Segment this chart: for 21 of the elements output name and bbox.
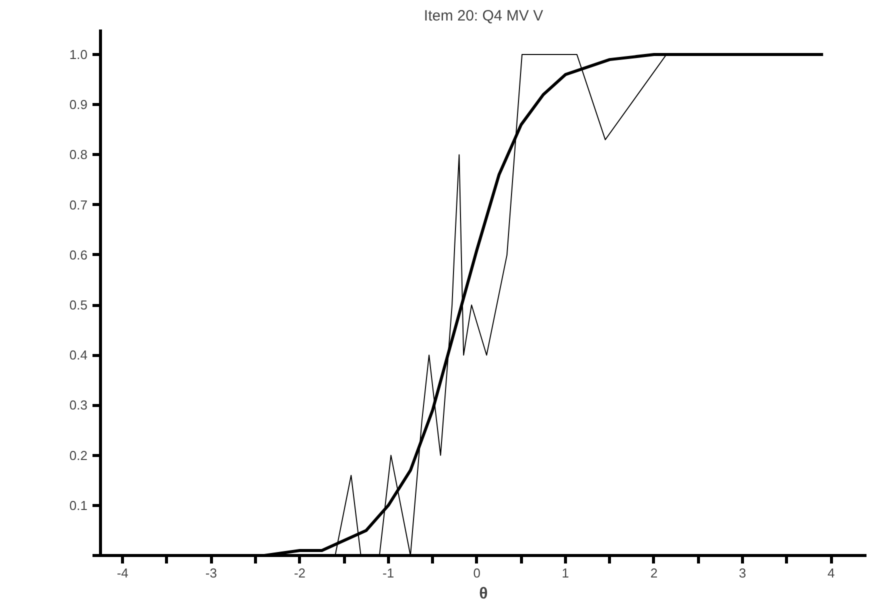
y-tick-label: 0.7 — [69, 197, 88, 212]
x-tick-label: 4 — [827, 566, 835, 580]
y-tick-label: 0.8 — [69, 147, 88, 162]
y-tick-label: 0.5 — [69, 298, 88, 313]
x-tick-label: -3 — [205, 566, 217, 580]
x-axis-title: θ — [479, 586, 488, 602]
x-tick-label: -4 — [116, 566, 128, 580]
y-tick-label: 0.1 — [69, 498, 88, 513]
x-tick-label: 0 — [473, 566, 480, 580]
y-tick-label: 0.3 — [69, 398, 88, 413]
x-tick-label: -2 — [294, 566, 306, 580]
x-tick-label: 3 — [738, 566, 746, 580]
y-tick-label: 1.0 — [69, 47, 88, 62]
y-tick-label: 0.6 — [69, 247, 88, 262]
y-tick-label: 0.2 — [69, 448, 88, 463]
x-tick-label: 1 — [562, 566, 570, 580]
x-tick-label: -1 — [382, 566, 394, 580]
chart-title: Item 20: Q4 MV V — [424, 8, 544, 24]
y-tick-label: 0.4 — [69, 348, 88, 363]
y-tick-label: 0.9 — [69, 97, 88, 112]
x-tick-label: 2 — [650, 566, 658, 580]
